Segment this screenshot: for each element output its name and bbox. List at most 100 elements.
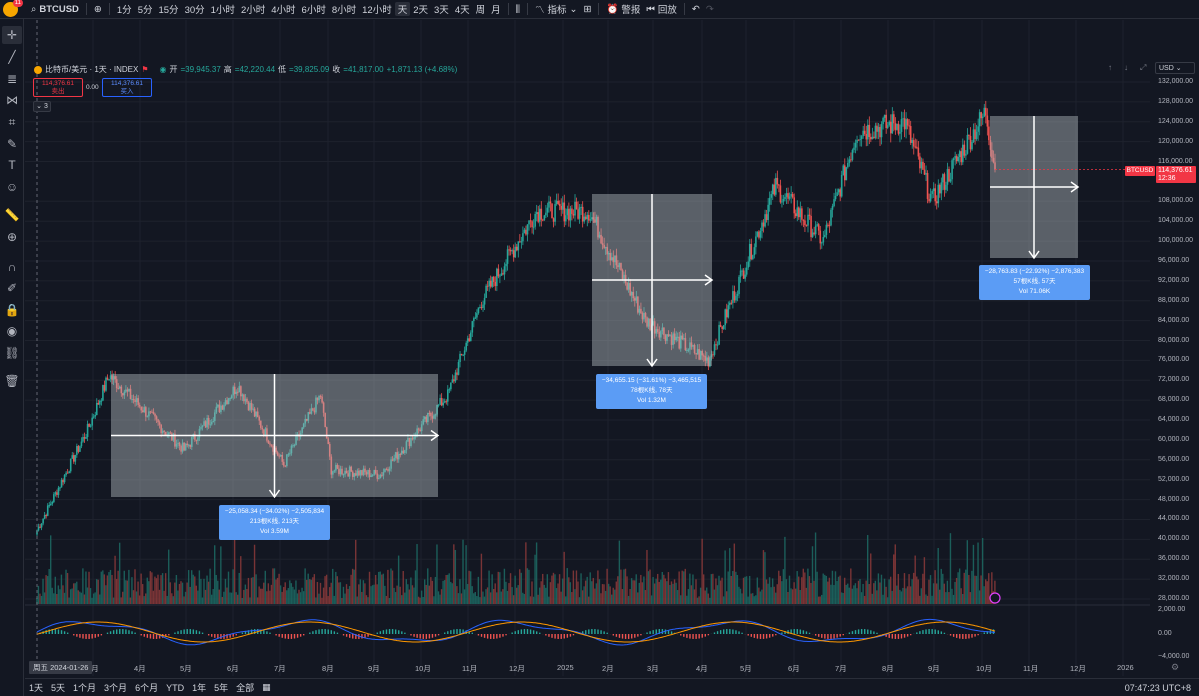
trash-tool[interactable]: 🗑 <box>2 372 22 390</box>
link-tool[interactable]: ⛓ <box>2 344 22 362</box>
add-symbol-button[interactable]: ⊕ <box>91 4 105 15</box>
eye-icon[interactable]: ◉ <box>159 65 167 74</box>
volume-bar <box>640 574 642 604</box>
range-8[interactable]: 全部 <box>236 683 255 693</box>
volume-bar <box>266 591 268 604</box>
volume-bar <box>824 574 826 604</box>
scroll-up-icon[interactable]: ↑ <box>1108 63 1112 72</box>
histogram-bar <box>201 632 204 634</box>
lock-tool[interactable]: 🔒 <box>2 301 22 319</box>
histogram-bar <box>796 629 798 634</box>
range-2[interactable]: 1个月 <box>73 683 97 693</box>
histogram-bar <box>496 634 498 639</box>
calendar-icon[interactable]: ▦ <box>262 682 271 692</box>
range-4[interactable]: 6个月 <box>135 683 159 693</box>
histogram-bar <box>180 630 182 634</box>
interval-5[interactable]: 2小时 <box>240 5 266 16</box>
volume-bar <box>577 581 579 604</box>
volume-bar <box>49 535 52 604</box>
measure-label-1[interactable]: −25,058.34 (−34.02%) −2,505,834 213根K线, … <box>219 505 330 540</box>
interval-2[interactable]: 15分 <box>158 5 179 16</box>
histogram-bar <box>486 634 489 639</box>
range-3[interactable]: 3个月 <box>104 683 128 693</box>
candle-body <box>72 455 75 462</box>
currency-selector[interactable]: USD ⌄ <box>1155 62 1195 74</box>
collapse-indicators-button[interactable]: ⌄ 3 <box>33 101 51 112</box>
text-tool[interactable]: T <box>2 156 22 174</box>
interval-9[interactable]: 12小时 <box>362 5 392 16</box>
redo-button[interactable]: ↷ <box>703 4 717 15</box>
ruler-tool[interactable]: 📏 <box>2 206 22 224</box>
emoji-tool[interactable]: ☺ <box>2 178 22 196</box>
range-5[interactable]: YTD <box>166 682 185 693</box>
histogram-bar <box>931 629 933 634</box>
crosshair-tool[interactable]: ✛ <box>2 26 22 44</box>
candle-body <box>117 388 120 390</box>
interval-15[interactable]: 月 <box>491 5 501 16</box>
layout-button[interactable]: ⊞ <box>581 4 595 15</box>
measure-label-2[interactable]: −34,655.15 (−31.61%) −3,465,515 78根K线, 7… <box>596 374 707 409</box>
scroll-down-icon[interactable]: ↓ <box>1124 63 1128 72</box>
candle-body <box>255 411 257 417</box>
indicators-button[interactable]: 〽指标 ⌄ <box>532 2 581 17</box>
range-7[interactable]: 5年 <box>214 683 229 693</box>
interval-3[interactable]: 30分 <box>184 5 205 16</box>
interval-10[interactable]: 天 <box>394 2 411 16</box>
candle-body <box>699 351 702 360</box>
trendline-tool[interactable]: ╱ <box>2 48 22 66</box>
candle-body <box>187 444 190 446</box>
pattern-tool[interactable]: ⋈ <box>2 91 22 109</box>
fib-tool[interactable]: ≣ <box>2 70 22 88</box>
candle-body <box>344 470 346 475</box>
histogram-bar <box>870 630 872 634</box>
interval-0[interactable]: 1分 <box>116 5 132 16</box>
interval-7[interactable]: 6小时 <box>301 5 326 16</box>
avatar[interactable]: 11 <box>3 0 23 17</box>
range-1[interactable]: 5天 <box>51 683 66 693</box>
interval-6[interactable]: 4小时 <box>271 5 296 16</box>
alert-button[interactable]: ⏰ 警报 <box>603 2 643 17</box>
volume-bar <box>673 579 676 604</box>
volume-bar <box>335 571 337 604</box>
replay-button[interactable]: ⏮ 回放 <box>643 2 680 17</box>
forecast-tool[interactable]: ⌗ <box>2 113 22 131</box>
volume-bar <box>404 592 406 604</box>
brush-tool[interactable]: ✎ <box>2 135 22 153</box>
zoom-tool[interactable]: ⊕ <box>2 228 22 246</box>
interval-4[interactable]: 1小时 <box>210 5 235 16</box>
histogram-bar <box>670 631 673 634</box>
interval-14[interactable]: 周 <box>475 5 486 16</box>
sell-button[interactable]: 114,376.61 卖出 <box>33 78 83 97</box>
volume-bar <box>712 573 714 604</box>
candle-body <box>709 357 711 367</box>
price-chart[interactable] <box>25 20 1199 676</box>
histogram-bar <box>79 634 81 638</box>
currency-label: USD <box>1159 65 1174 72</box>
candle-body <box>226 400 228 405</box>
magnet-tool[interactable]: ∩ <box>2 258 22 276</box>
candle-body <box>505 263 507 267</box>
volume-bar <box>661 571 663 604</box>
interval-11[interactable]: 2天 <box>413 5 429 16</box>
interval-12[interactable]: 3天 <box>434 5 449 16</box>
maximize-icon[interactable]: ⤢ <box>1140 63 1147 72</box>
candle-body <box>439 398 441 405</box>
undo-button[interactable]: ↶ <box>689 4 703 15</box>
interval-1[interactable]: 5分 <box>137 5 153 16</box>
candle-body <box>525 229 527 235</box>
volume-bar <box>469 571 472 604</box>
volume-bar <box>778 570 780 604</box>
stay-drawing-tool[interactable]: ✐ <box>2 279 22 297</box>
range-6[interactable]: 1年 <box>192 683 207 693</box>
chart-type-button[interactable]: ⫼ <box>513 4 523 15</box>
measure-label-3[interactable]: −28,763.83 (−22.92%) −2,876,383 57根K线, 5… <box>979 265 1090 300</box>
visibility-tool[interactable]: ◉ <box>2 322 22 340</box>
volume-bar <box>456 586 458 604</box>
interval-13[interactable]: 4天 <box>454 5 470 16</box>
symbol-search[interactable]: ⌕ BTCUSD <box>28 4 82 15</box>
interval-8[interactable]: 8小时 <box>331 5 357 16</box>
candle-body <box>776 177 779 185</box>
settings-gear-icon[interactable]: ⚙ <box>1171 662 1180 672</box>
buy-button[interactable]: 114,376.61 买入 <box>102 78 152 97</box>
range-0[interactable]: 1天 <box>29 683 44 693</box>
